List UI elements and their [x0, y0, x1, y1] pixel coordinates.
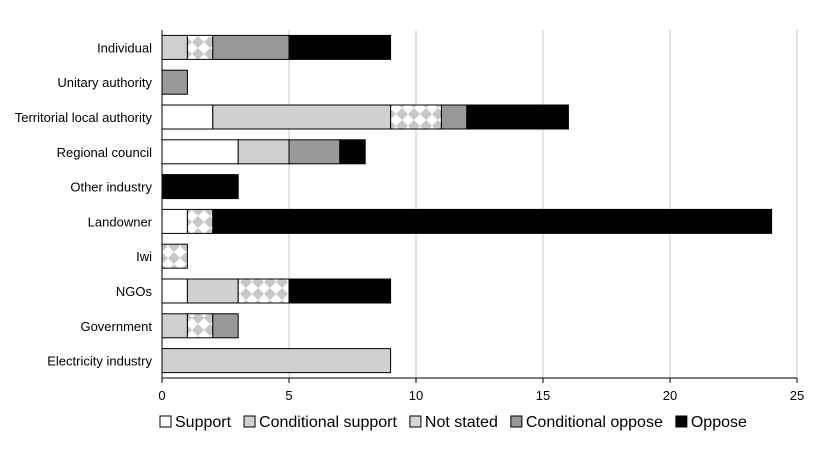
legend-label-conditional-support: Conditional support [259, 414, 397, 431]
bar-government-conditional-support [161, 313, 188, 339]
x-tick-label-5: 5 [285, 388, 292, 403]
category-label-regional-council: Regional council [57, 145, 153, 160]
legend-swatch-conditional-support [243, 415, 256, 428]
bar-individual-oppose [288, 34, 392, 60]
category-label-iwi: Iwi [136, 249, 152, 264]
x-tick-label-10: 10 [409, 388, 423, 403]
bar-ngos-support [161, 278, 188, 304]
category-label-ngos: NGOs [116, 284, 153, 299]
category-label-government: Government [80, 319, 152, 334]
legend-item-conditional-support: Conditional support [243, 414, 397, 431]
bar-ngos-not-stated [237, 278, 290, 304]
legend-swatch-conditional-oppose [510, 415, 523, 428]
bar-ngos-conditional-support [186, 278, 239, 304]
legend-item-oppose: Oppose [675, 414, 747, 431]
bar-regional-council-conditional-oppose [288, 139, 341, 165]
axes [161, 30, 798, 383]
bar-unitary-authority-conditional-oppose [161, 69, 188, 95]
bar-electricity-industry-conditional-support [161, 348, 392, 374]
legend: Support Conditional support Not stated Cond… [159, 414, 747, 431]
bar-landowner-support [161, 208, 188, 234]
bar-individual-conditional-support [161, 34, 188, 60]
x-tick-label-20: 20 [663, 388, 677, 403]
bar-regional-council-conditional-support [237, 139, 290, 165]
bar-regional-council-support [161, 139, 239, 165]
bar-territorial-local-authority-oppose [466, 104, 569, 130]
legend-label-support: Support [175, 414, 232, 431]
bar-iwi-not-stated [161, 243, 188, 269]
legend-item-not-stated: Not stated [409, 414, 498, 431]
bar-territorial-local-authority-conditional-support [212, 104, 392, 130]
bar-ngos-oppose [288, 278, 392, 304]
legend-label-not-stated: Not stated [425, 414, 498, 431]
legend-swatch-not-stated [409, 415, 422, 428]
tick-labels: 0 5 10 15 20 25 [158, 388, 804, 403]
category-label-landowner: Landowner [88, 214, 153, 229]
bar-individual-not-stated [186, 34, 214, 60]
category-label-unitary-authority: Unitary authority [57, 75, 152, 90]
legend-swatch-support [159, 415, 172, 428]
legend-label-oppose: Oppose [691, 414, 747, 431]
bar-government-not-stated [186, 313, 214, 339]
bar-territorial-local-authority-support [161, 104, 214, 130]
category-label-electricity-industry: Electricity industry [47, 354, 152, 369]
bar-landowner-not-stated [186, 208, 214, 234]
bar-landowner-oppose [212, 208, 773, 234]
category-label-territorial-local-authority: Territorial local authority [15, 110, 153, 125]
bar-territorial-local-authority-conditional-oppose [440, 104, 468, 130]
legend-label-conditional-oppose: Conditional oppose [526, 414, 663, 431]
legend-item-conditional-oppose: Conditional oppose [510, 414, 663, 431]
category-labels: Individual Unitary authority Territorial l… [15, 40, 153, 368]
bar-government-conditional-oppose [212, 313, 239, 339]
x-tick-label-25: 25 [790, 388, 804, 403]
bar-individual-conditional-oppose [212, 34, 290, 60]
bar-regional-council-oppose [339, 139, 366, 165]
grid-lines [288, 30, 798, 378]
legend-item-support: Support [159, 414, 232, 431]
x-tick-label-15: 15 [536, 388, 550, 403]
x-tick-label-0: 0 [158, 388, 165, 403]
bars [161, 34, 773, 374]
bar-other-industry-oppose [161, 174, 239, 200]
bar-territorial-local-authority-not-stated [390, 104, 442, 130]
legend-swatch-oppose [675, 415, 688, 428]
category-label-individual: Individual [97, 40, 152, 55]
category-label-other-industry: Other industry [70, 180, 152, 195]
